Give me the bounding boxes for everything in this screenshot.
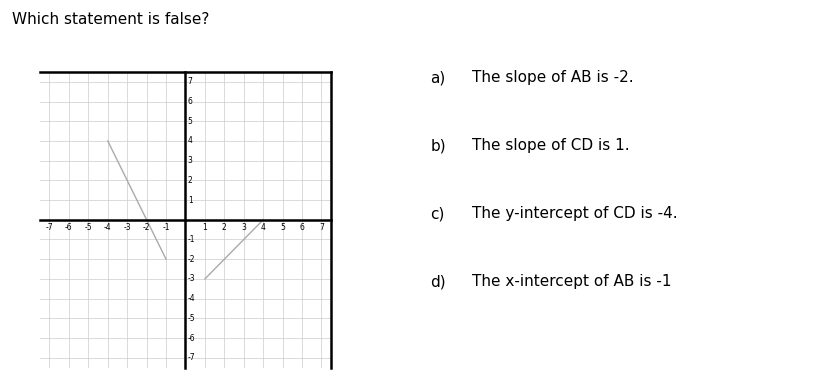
- Text: -3: -3: [123, 223, 131, 232]
- Text: -6: -6: [65, 223, 73, 232]
- Text: 1: 1: [203, 223, 207, 232]
- Text: 4: 4: [188, 137, 193, 145]
- Text: -4: -4: [104, 223, 112, 232]
- Text: 6: 6: [299, 223, 304, 232]
- Text: 4: 4: [261, 223, 265, 232]
- Text: The y-intercept of CD is -4.: The y-intercept of CD is -4.: [471, 206, 676, 221]
- Text: 2: 2: [222, 223, 227, 232]
- Text: Which statement is false?: Which statement is false?: [12, 12, 209, 27]
- Text: -2: -2: [143, 223, 151, 232]
- Text: -6: -6: [188, 333, 195, 343]
- Text: -1: -1: [188, 235, 195, 244]
- Text: -2: -2: [188, 255, 195, 264]
- Text: -5: -5: [84, 223, 92, 232]
- Text: -1: -1: [162, 223, 170, 232]
- Text: 5: 5: [280, 223, 284, 232]
- Text: 7: 7: [318, 223, 323, 232]
- Text: 3: 3: [241, 223, 246, 232]
- Text: d): d): [430, 274, 446, 289]
- Text: 6: 6: [188, 97, 193, 106]
- Text: The slope of AB is -2.: The slope of AB is -2.: [471, 70, 633, 85]
- Text: -7: -7: [188, 353, 195, 362]
- Text: -7: -7: [45, 223, 53, 232]
- Text: b): b): [430, 138, 446, 153]
- Text: 1: 1: [188, 196, 193, 205]
- Text: -5: -5: [188, 314, 195, 323]
- Text: 7: 7: [188, 77, 193, 86]
- Text: 3: 3: [188, 156, 193, 165]
- Text: c): c): [430, 206, 444, 221]
- Text: The x-intercept of AB is -1: The x-intercept of AB is -1: [471, 274, 671, 289]
- Text: a): a): [430, 70, 445, 85]
- Text: 2: 2: [188, 176, 193, 185]
- Text: -4: -4: [188, 294, 195, 303]
- Text: The slope of CD is 1.: The slope of CD is 1.: [471, 138, 629, 153]
- Text: 5: 5: [188, 117, 193, 126]
- Text: -3: -3: [188, 274, 195, 284]
